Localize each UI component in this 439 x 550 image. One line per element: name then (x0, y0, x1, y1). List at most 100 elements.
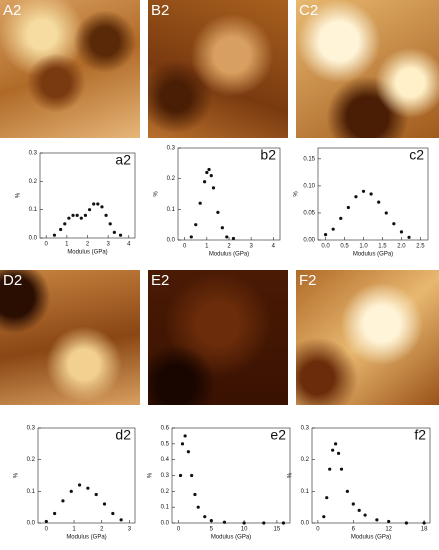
y-axis-label: % (14, 472, 20, 478)
point (339, 467, 344, 471)
x-tick-label: 1 (72, 527, 76, 533)
y-axis-label: % (288, 472, 294, 478)
point (325, 496, 329, 500)
y-tick-label: 0.2 (161, 489, 170, 495)
point (354, 195, 358, 199)
x-tick-label: 6 (352, 527, 356, 533)
x-tick-label: 0.5 (340, 244, 349, 250)
point (392, 222, 396, 226)
x-tick-label: 0 (316, 527, 320, 533)
point (108, 222, 112, 226)
point (328, 467, 332, 471)
point (193, 492, 197, 497)
point (336, 451, 341, 455)
y-tick-label: 0.2 (167, 176, 176, 182)
point (323, 232, 328, 237)
x-tick-label: 3 (128, 527, 132, 533)
point (399, 230, 404, 234)
point (69, 489, 73, 493)
point (96, 202, 100, 206)
y-tick-label: 0.1 (27, 489, 36, 495)
x-tick-label: 3 (250, 244, 254, 250)
panel-label: B2 (151, 2, 170, 19)
panel-label: F2 (299, 272, 317, 289)
point (87, 208, 92, 212)
y-tick-label: 0.2 (29, 179, 38, 185)
y-axis-label: % (148, 472, 154, 478)
y-tick-label: 0.2 (27, 457, 36, 463)
chart-label: c2 (409, 147, 424, 163)
y-tick-label: 0.3 (167, 146, 176, 152)
point (331, 448, 335, 452)
point (222, 520, 227, 524)
point (186, 450, 190, 454)
x-tick-label: 0 (183, 244, 187, 250)
x-tick-label: 1.5 (378, 244, 387, 250)
point (104, 213, 108, 217)
point (112, 230, 116, 234)
x-tick-label: 2 (100, 527, 104, 533)
point (194, 223, 198, 227)
point (111, 511, 115, 516)
point (331, 227, 335, 231)
point (375, 518, 379, 522)
x-tick-label: 1.0 (359, 244, 368, 250)
y-tick-label: 0.00 (303, 238, 315, 244)
x-tick-label: 0 (45, 242, 49, 248)
point (102, 502, 107, 506)
y-tick-label: 0.05 (303, 211, 315, 217)
point (281, 521, 286, 525)
x-axis-label: Modulus (GPa) (353, 252, 393, 258)
point (361, 189, 366, 193)
point (407, 235, 411, 239)
point (339, 216, 343, 220)
x-tick-label: 0.0 (321, 244, 330, 250)
point (92, 202, 96, 206)
point (384, 211, 388, 215)
y-axis-label: % (16, 192, 22, 198)
point (100, 205, 104, 209)
chart: 0 6 12 18 0.0 0.1 0.2 0.3 Modulus (GPa)% f2 (288, 426, 431, 541)
panel-label: A2 (3, 2, 22, 19)
point (205, 170, 209, 175)
point (369, 192, 373, 196)
y-tick-label: 0.0 (161, 521, 170, 527)
point (209, 519, 213, 523)
x-axis-label: Modulus (GPa) (209, 252, 249, 258)
y-tick-label: 0.6 (161, 426, 170, 432)
afm-image: B2 (148, 0, 288, 138)
x-tick-label: 4 (272, 244, 276, 250)
y-tick-label: 0.0 (29, 236, 38, 242)
y-tick-label: 0.4 (161, 457, 170, 463)
y-tick-label: 0.15 (303, 156, 315, 162)
point (225, 235, 229, 239)
point (351, 502, 355, 506)
point (422, 521, 426, 525)
afm-image: E2 (148, 270, 288, 405)
chart-label: f2 (414, 427, 426, 443)
plot-frame (37, 427, 136, 524)
point (196, 505, 200, 509)
panel-label: D2 (3, 272, 23, 289)
chart-label: d2 (115, 427, 131, 443)
point (71, 213, 75, 217)
x-tick-label: 4 (127, 242, 131, 248)
chart: 0.0 0.5 1.0 1.5 2.0 2.5 0.00 0.05 0.10 0.15 Modulu… (294, 147, 429, 258)
point (203, 180, 207, 184)
point (404, 521, 408, 525)
y-tick-label: 0.5 (161, 441, 170, 447)
point (86, 486, 90, 490)
point (52, 233, 57, 237)
point (190, 473, 194, 478)
plot-frame (317, 147, 429, 241)
point (77, 483, 82, 487)
point (180, 442, 185, 446)
x-axis-label: Modulus (GPa) (211, 535, 251, 541)
x-tick-label: 3 (106, 242, 110, 248)
plot-frame (311, 427, 431, 524)
x-tick-label: 5 (210, 527, 214, 533)
point (207, 167, 211, 172)
point (242, 521, 246, 525)
point (53, 511, 57, 516)
